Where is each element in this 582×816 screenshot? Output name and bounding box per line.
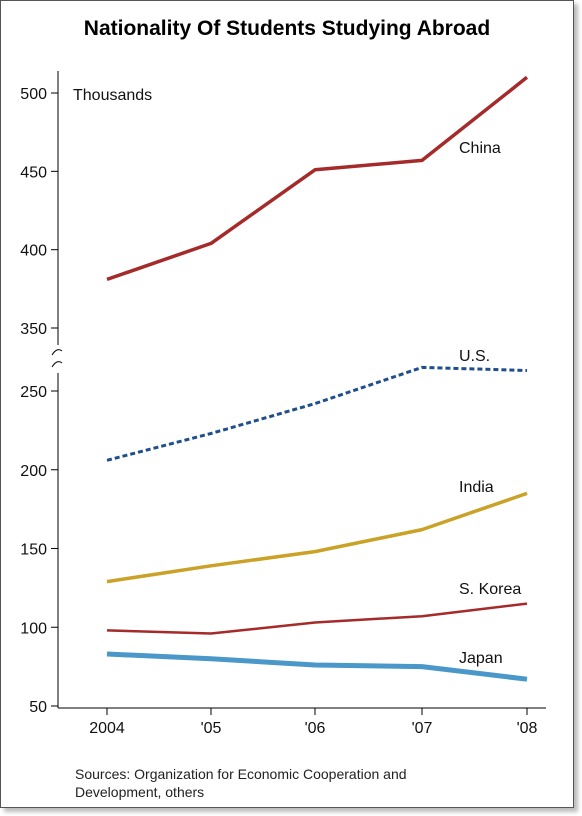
source-note: Sources: Organization for Economic Coope… [75, 765, 555, 801]
line-chart: 350 400 450 500 50 100 150 200 250 2004 '05 '06 '07 '… [20, 71, 546, 737]
y-tick-label: 50 [29, 699, 47, 716]
source-line-1: Sources: Organization for Economic Coope… [75, 766, 407, 782]
y-tick-label: 500 [20, 86, 47, 103]
series-label-u-s: U.S. [459, 348, 490, 365]
axis-break-bottom [51, 361, 63, 368]
series-label-china: China [459, 140, 501, 157]
series-line-s-korea [106, 602, 528, 635]
x-tick-label: '08 [517, 720, 538, 737]
series-label-india: India [459, 479, 494, 496]
y-tick-label: 150 [20, 542, 47, 559]
axes: 350 400 450 500 50 100 150 200 250 2004 '05 '06 '07 '… [20, 71, 546, 737]
x-tick-label: 2004 [89, 720, 125, 737]
chart-frame: Nationality Of Students Studying Abroad … [0, 0, 574, 808]
series-label-s-korea: S. Korea [459, 581, 521, 598]
y-tick-label: 350 [20, 321, 47, 338]
series-group [106, 75, 529, 682]
y-tick-label: 200 [20, 463, 47, 480]
x-tick-label: '05 [201, 720, 222, 737]
axis-break-top [51, 349, 63, 356]
series-line-china [106, 75, 529, 282]
x-tick-label: '06 [305, 720, 326, 737]
source-line-2: Development, others [75, 784, 205, 800]
y-axis-unit-label: Thousands [73, 87, 152, 104]
series-label-japan: Japan [459, 650, 503, 667]
labels-group: Thousands China U.S. India S. Korea Japan [73, 87, 521, 667]
y-tick-label: 250 [20, 384, 47, 401]
series-line-india [106, 491, 528, 584]
y-tick-label: 100 [20, 620, 47, 637]
chart-title: Nationality Of Students Studying Abroad [83, 17, 491, 40]
x-tick-label: '07 [412, 720, 433, 737]
y-tick-label: 400 [20, 243, 47, 260]
series-line-u-s [106, 365, 528, 462]
y-tick-label: 450 [20, 164, 47, 181]
